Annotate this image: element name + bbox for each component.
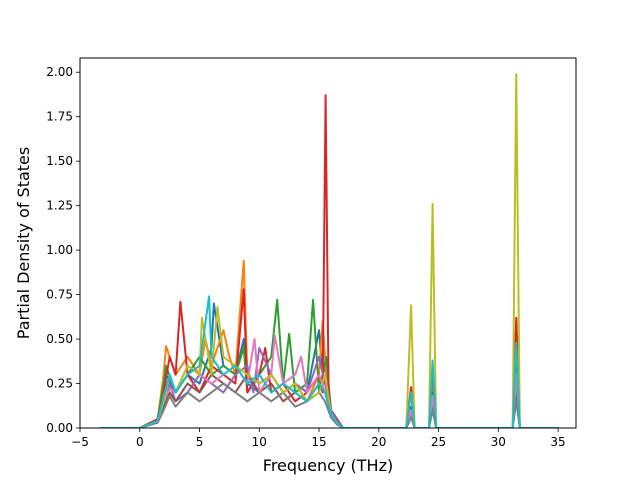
y-axis-label: Partial Density of States bbox=[14, 147, 33, 339]
y-tick-label: 1.75 bbox=[46, 110, 73, 124]
x-tick-label: 35 bbox=[550, 435, 565, 449]
y-tick-label: 1.50 bbox=[46, 154, 73, 168]
y-tick-label: 0.50 bbox=[46, 332, 73, 346]
x-tick-label: 15 bbox=[311, 435, 326, 449]
x-tick-label: 20 bbox=[371, 435, 386, 449]
y-tick-label: 2.00 bbox=[46, 65, 73, 79]
x-tick-label: 25 bbox=[431, 435, 446, 449]
y-tick-label: 1.00 bbox=[46, 243, 73, 257]
y-tick-label: 0.75 bbox=[46, 288, 73, 302]
y-tick-label: 0.25 bbox=[46, 377, 73, 391]
y-axis-ticks: 0.00 0.25 0.50 0.75 1.00 1.25 1.50 1.75 2.00 bbox=[46, 65, 80, 435]
x-axis-ticks: −5 0 5 10 15 20 25 30 35 bbox=[71, 428, 566, 449]
series-layer bbox=[100, 73, 559, 428]
y-tick-label: 1.25 bbox=[46, 199, 73, 213]
axes-frame bbox=[79, 57, 577, 429]
x-tick-label: 5 bbox=[196, 435, 204, 449]
x-tick-label: 30 bbox=[491, 435, 506, 449]
series-line-8 bbox=[100, 382, 559, 428]
x-tick-label: 10 bbox=[252, 435, 267, 449]
x-tick-label: −5 bbox=[71, 435, 89, 449]
y-tick-label: 0.00 bbox=[46, 421, 73, 435]
x-axis-label: Frequency (THz) bbox=[263, 456, 393, 475]
series-line-4 bbox=[100, 94, 559, 428]
series-line-10 bbox=[100, 295, 559, 428]
x-tick-label: 0 bbox=[136, 435, 144, 449]
